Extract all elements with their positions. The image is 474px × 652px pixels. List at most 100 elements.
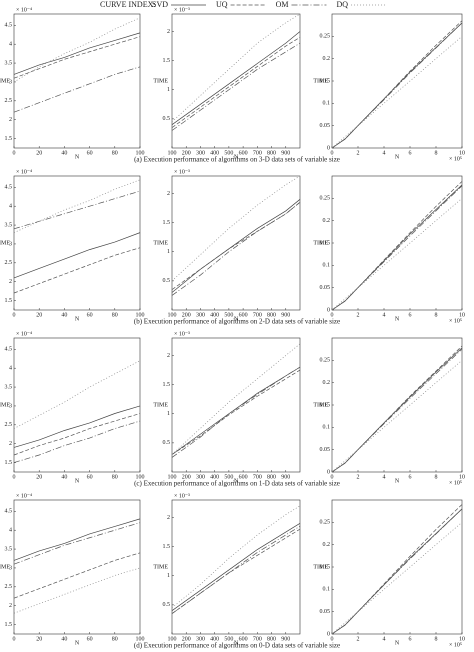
legend-title: CURVE INDEX: — [100, 0, 156, 9]
series-line — [171, 366, 301, 455]
x-tick-label: 20 — [36, 150, 42, 156]
y-axis-label: TIME — [0, 240, 10, 246]
x-tick-label: 6 — [409, 312, 412, 318]
y-axis-label: TIME — [313, 402, 328, 408]
y-tick-label: 0.25 — [320, 34, 331, 40]
series-line — [171, 528, 301, 614]
series-line — [171, 505, 301, 609]
y-tick-label: 1.5 — [163, 382, 171, 388]
series-line — [331, 181, 463, 311]
series-line — [13, 247, 141, 294]
y-axis-label: TIME — [0, 402, 10, 408]
y-tick-label: 0.2 — [323, 380, 331, 386]
y-tick-label: 4 — [9, 528, 12, 534]
legend-label: UQ — [216, 0, 228, 9]
x-tick-label: 40 — [61, 474, 67, 480]
y-tick-label: 0.15 — [320, 564, 331, 570]
legend-label: OM — [276, 0, 289, 9]
y-tick-label: 0.5 — [163, 278, 171, 284]
y-axis-label: TIME — [313, 78, 328, 84]
y-tick-label: 3.5 — [5, 222, 13, 228]
series-line — [171, 366, 301, 458]
x-tick-label: 100 — [168, 150, 177, 156]
x-tick-label: 80 — [112, 474, 118, 480]
x-tick-label: 100 — [136, 312, 145, 318]
y-tick-label: 0.5 — [163, 440, 171, 446]
x-scale-label: × 10⁵ — [449, 480, 462, 486]
x-tick-label: 800 — [267, 150, 276, 156]
y-tick-label: 0.5 — [163, 602, 171, 608]
x-tick-label: 100 — [168, 636, 177, 642]
x-tick-label: 2 — [357, 312, 360, 318]
x-scale-label: × 10⁵ — [449, 642, 462, 648]
series-line — [171, 525, 301, 614]
plot-frame — [171, 499, 301, 635]
y-tick-label: 4 — [9, 366, 12, 372]
x-tick-label: 100 — [168, 474, 177, 480]
x-tick-label: 0 — [13, 150, 16, 156]
series-line — [171, 37, 301, 128]
y-tick-label: 3 — [9, 403, 12, 409]
y-tick-label: 2 — [9, 117, 12, 123]
x-tick-label: 200 — [182, 474, 191, 480]
x-tick-label: 300 — [196, 150, 205, 156]
x-tick-label: 500 — [224, 312, 233, 318]
x-tick-label: 4 — [383, 150, 386, 156]
y-scale-label: × 10⁻⁴ — [16, 331, 32, 337]
x-axis-label: N — [234, 154, 239, 160]
x-tick-label: 500 — [224, 636, 233, 642]
x-tick-label: 300 — [196, 636, 205, 642]
y-tick-label: 0.15 — [320, 402, 331, 408]
plot-frame — [171, 337, 301, 473]
x-tick-label: 6 — [409, 636, 412, 642]
x-tick-label: 100 — [136, 474, 145, 480]
series-line — [13, 522, 141, 565]
y-axis-label: TIME — [153, 402, 168, 408]
plot-frame — [13, 175, 141, 311]
series-line — [13, 413, 141, 456]
plot-frame — [13, 499, 141, 635]
x-tick-label: 60 — [87, 636, 93, 642]
y-tick-label: 4.5 — [5, 509, 13, 515]
x-tick-label: 2 — [357, 474, 360, 480]
y-tick-label: 1.5 — [163, 220, 171, 226]
series-line — [331, 522, 463, 635]
series-line — [13, 66, 141, 113]
y-tick-label: 0.1 — [323, 263, 331, 269]
x-axis-label: N — [234, 640, 239, 646]
x-tick-label: 8 — [435, 636, 438, 642]
y-tick-label: 2 — [9, 603, 12, 609]
x-tick-label: 600 — [239, 474, 248, 480]
x-tick-label: 0 — [331, 636, 334, 642]
series-line — [331, 360, 463, 473]
y-tick-label: 0.25 — [320, 358, 331, 364]
y-scale-label: × 10⁻³ — [174, 493, 190, 499]
series-line — [171, 523, 301, 611]
x-tick-label: 20 — [36, 636, 42, 642]
x-tick-label: 4 — [383, 636, 386, 642]
x-tick-label: 10 — [459, 474, 465, 480]
y-tick-label: 0.05 — [320, 609, 331, 615]
plot-frame — [331, 499, 463, 635]
y-tick-label: 0.5 — [163, 116, 171, 122]
y-axis-label: TIME — [153, 564, 168, 570]
y-tick-label: 0.1 — [323, 425, 331, 431]
x-tick-label: 60 — [87, 474, 93, 480]
y-tick-label: 2.5 — [5, 98, 13, 104]
legend-label: SVD — [152, 0, 168, 9]
plot-frame — [331, 13, 463, 149]
x-tick-label: 500 — [224, 474, 233, 480]
series-line — [331, 345, 463, 473]
x-scale-label: × 10⁵ — [449, 318, 462, 324]
x-scale-label: × 10⁵ — [449, 156, 462, 162]
x-tick-label: 0 — [331, 474, 334, 480]
series-line — [171, 175, 301, 282]
y-tick-label: 1.5 — [5, 460, 13, 466]
y-tick-label: 3.5 — [5, 60, 13, 66]
x-tick-label: 100 — [136, 636, 145, 642]
x-tick-label: 20 — [36, 474, 42, 480]
caption: (b) Execution performance of algorithms … — [134, 318, 340, 326]
x-tick-label: 900 — [281, 312, 290, 318]
series-line — [331, 348, 463, 473]
x-tick-label: 300 — [196, 312, 205, 318]
